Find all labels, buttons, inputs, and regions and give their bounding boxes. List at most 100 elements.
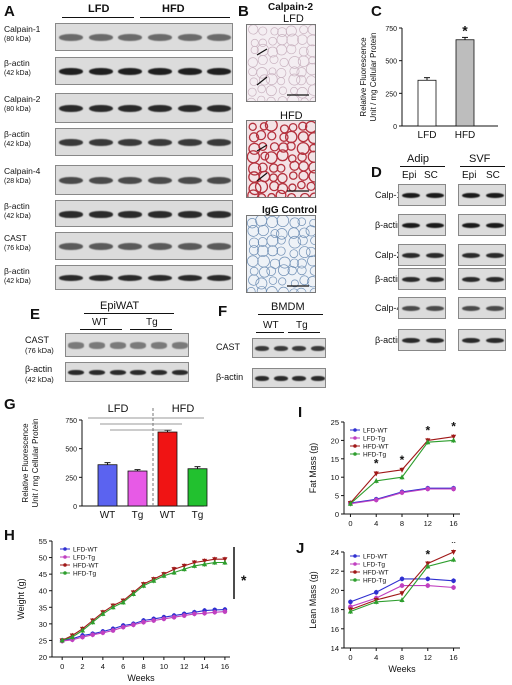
panel-label-f: F [218, 303, 228, 320]
data-point [212, 559, 218, 565]
adipocyte-cell [260, 151, 270, 161]
data-point [90, 632, 95, 638]
blot-band [58, 67, 83, 76]
blot-band [177, 210, 202, 218]
arrow-indicator [256, 76, 268, 86]
blot-band [88, 176, 113, 185]
legend-marker [353, 436, 357, 440]
blot-band [147, 138, 172, 147]
adipocyte-cell [256, 245, 269, 258]
panel-a-lfd-bracket [62, 17, 134, 18]
bar [417, 79, 437, 127]
adipocyte-cell [288, 171, 298, 180]
adipocyte-cell [257, 224, 269, 237]
data-point [399, 474, 405, 480]
adipocyte-cell [297, 217, 307, 226]
blot-strip-adip [398, 329, 446, 351]
adipocyte-cell [256, 193, 267, 197]
blot-strip [55, 93, 233, 123]
data-point [181, 566, 187, 572]
adipocyte-cell [308, 169, 315, 183]
adipocyte-cell [298, 170, 309, 181]
adipocyte-cell [307, 150, 315, 163]
blot-strip [55, 165, 233, 195]
blot-band [207, 274, 232, 282]
blot-band [130, 369, 147, 375]
blot-band [426, 337, 444, 344]
lane-bracket-tg [288, 332, 320, 333]
blot-band [58, 138, 83, 147]
x-tick-label: 12 [180, 662, 188, 671]
legend-marker [353, 444, 357, 448]
data-point [425, 583, 431, 588]
panel-h-line-chart: 20 25 30 35 40 45 50 55 0 2 4 6 8 10 12 14 16 Weight (g) W… [16, 537, 247, 683]
adipocyte-cell [308, 56, 315, 65]
blot-strip [55, 200, 233, 227]
panel-d-adip-bracket [400, 166, 445, 167]
blot-band [118, 138, 143, 147]
blot-band [58, 176, 83, 185]
blot-row-label: β-actin [4, 129, 30, 139]
adipocyte-cell [279, 132, 289, 142]
legend-entry: HFD-Tg [363, 578, 386, 585]
blot-row-size: (76 kDa) [25, 346, 54, 355]
data-point [373, 497, 379, 503]
x-tick-label: 12 [424, 653, 432, 662]
adipocyte-cell [297, 235, 308, 246]
blot-band [147, 67, 172, 76]
micrograph-cells [247, 25, 315, 101]
data-point [451, 486, 456, 492]
y-tick-label: 25 [331, 418, 339, 427]
legend-marker [63, 563, 67, 567]
arrow-indicator [256, 48, 268, 56]
data-point [201, 558, 208, 564]
adipocyte-cell [287, 192, 297, 197]
blot-band [58, 274, 83, 282]
blot-band [426, 276, 444, 283]
data-point [222, 609, 228, 614]
data-point [181, 563, 187, 569]
lane-bracket-wt [256, 332, 284, 333]
adipocyte-cell [258, 141, 268, 151]
adipocyte-cell [257, 95, 266, 101]
adipocyte-cell [296, 141, 310, 155]
adipocyte-cell [306, 75, 315, 86]
blot-band [292, 345, 307, 351]
blot-band [207, 176, 232, 185]
panel-label-h: H [4, 527, 15, 544]
data-point [69, 634, 75, 640]
blot-row-label: β-actin [25, 364, 53, 374]
blot-strip-adip [398, 268, 446, 290]
significance-star: * [400, 453, 405, 467]
x-category-label: WT [100, 510, 116, 521]
blot-band [462, 337, 480, 344]
data-point [100, 630, 106, 636]
adipocyte-cell [248, 25, 259, 35]
blot-row-size: (80 kDa) [4, 36, 31, 43]
y-tick-label: 250 [385, 91, 397, 98]
blot-band [402, 252, 420, 259]
data-point [347, 500, 354, 506]
adipocyte-cell [297, 265, 307, 276]
lane-label-tg: Tg [146, 317, 158, 328]
adipocyte-cell [267, 245, 279, 257]
blot-band [402, 192, 420, 199]
blot-band [462, 305, 480, 312]
blot-band [207, 33, 232, 42]
lane-bracket-wt [80, 329, 122, 330]
adipocyte-cell [247, 97, 256, 101]
bar [157, 431, 178, 507]
adipocyte-cell [255, 216, 268, 227]
adipocyte-cell [259, 266, 270, 278]
adipocyte-cell [257, 84, 266, 94]
x-tick-label: 10 [160, 662, 168, 671]
adipocyte-cell [277, 77, 286, 86]
blot-band [486, 252, 504, 259]
blot-row-size: (42 kDa) [4, 213, 31, 220]
blot-row-label: β-actin [4, 201, 30, 211]
data-point [79, 627, 86, 633]
panel-label-e: E [30, 306, 41, 323]
data-point [399, 490, 405, 495]
blot-band [147, 274, 172, 282]
adipocyte-cell [290, 86, 298, 95]
